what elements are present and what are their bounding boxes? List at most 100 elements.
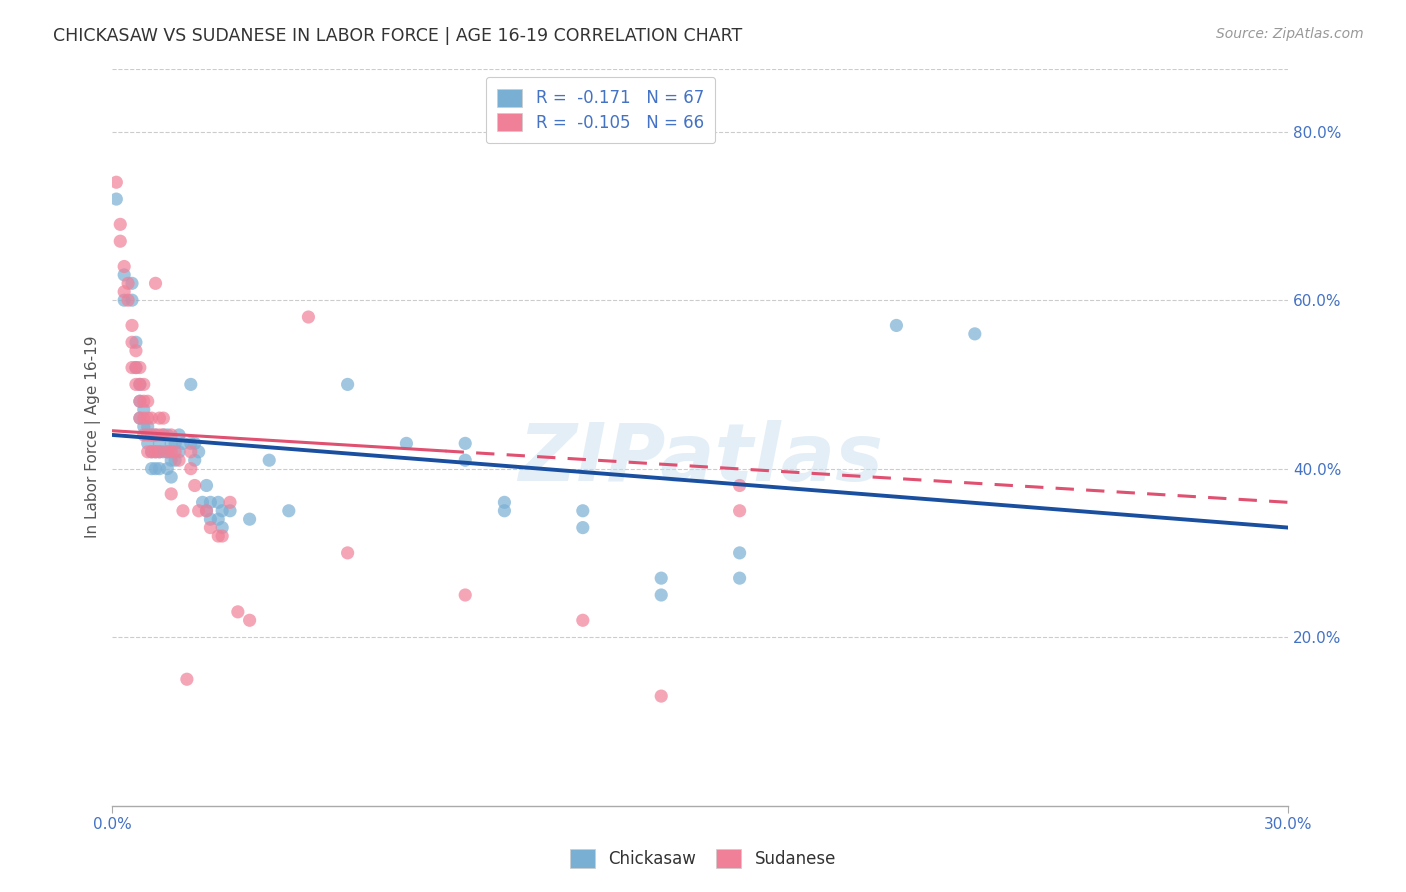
Point	[121, 360, 143, 375]
Point	[128, 411, 150, 425]
Point	[184, 436, 207, 450]
Point	[572, 520, 595, 534]
Point	[141, 428, 163, 442]
Point	[136, 445, 159, 459]
Point	[112, 268, 135, 282]
Point	[226, 605, 249, 619]
Point	[184, 453, 207, 467]
Point	[145, 445, 167, 459]
Point	[112, 293, 135, 308]
Point	[136, 411, 159, 425]
Point	[180, 461, 202, 475]
Text: Source: ZipAtlas.com: Source: ZipAtlas.com	[1216, 27, 1364, 41]
Point	[167, 453, 190, 467]
Point	[156, 428, 179, 442]
Y-axis label: In Labor Force | Age 16-19: In Labor Force | Age 16-19	[86, 335, 101, 538]
Point	[152, 428, 174, 442]
Point	[128, 411, 150, 425]
Point	[728, 478, 751, 492]
Point	[128, 394, 150, 409]
Point	[156, 461, 179, 475]
Point	[336, 546, 359, 560]
Point	[148, 428, 170, 442]
Point	[125, 360, 148, 375]
Point	[239, 613, 262, 627]
Point	[165, 445, 187, 459]
Point	[297, 310, 319, 324]
Point	[180, 436, 202, 450]
Point	[728, 504, 751, 518]
Point	[110, 218, 132, 232]
Point	[195, 504, 218, 518]
Point	[112, 260, 135, 274]
Point	[145, 277, 167, 291]
Point	[180, 377, 202, 392]
Point	[219, 495, 242, 509]
Point	[207, 529, 229, 543]
Point	[200, 512, 222, 526]
Point	[195, 504, 218, 518]
Point	[160, 428, 183, 442]
Point	[136, 394, 159, 409]
Point	[125, 360, 148, 375]
Point	[121, 277, 143, 291]
Point	[211, 520, 233, 534]
Point	[132, 377, 155, 392]
Point	[650, 571, 672, 585]
Point	[117, 293, 139, 308]
Point	[257, 453, 280, 467]
Point	[277, 504, 299, 518]
Point	[211, 504, 233, 518]
Text: ZIPatlas: ZIPatlas	[517, 420, 883, 498]
Point	[141, 445, 163, 459]
Point	[121, 293, 143, 308]
Point	[136, 428, 159, 442]
Point	[121, 335, 143, 350]
Point	[152, 428, 174, 442]
Legend: Chickasaw, Sudanese: Chickasaw, Sudanese	[564, 843, 842, 875]
Point	[141, 445, 163, 459]
Point	[148, 436, 170, 450]
Point	[184, 478, 207, 492]
Point	[172, 504, 194, 518]
Point	[105, 192, 128, 206]
Point	[145, 445, 167, 459]
Point	[132, 394, 155, 409]
Point	[454, 588, 477, 602]
Point	[117, 277, 139, 291]
Point	[494, 504, 516, 518]
Point	[128, 360, 150, 375]
Point	[728, 571, 751, 585]
Point	[650, 689, 672, 703]
Point	[148, 411, 170, 425]
Point	[128, 394, 150, 409]
Point	[886, 318, 908, 333]
Point	[454, 453, 477, 467]
Point	[128, 377, 150, 392]
Point	[187, 504, 209, 518]
Point	[160, 445, 183, 459]
Point	[165, 453, 187, 467]
Point	[167, 428, 190, 442]
Point	[200, 520, 222, 534]
Point	[200, 495, 222, 509]
Point	[148, 445, 170, 459]
Point	[141, 411, 163, 425]
Point	[112, 285, 135, 299]
Point	[125, 335, 148, 350]
Point	[136, 436, 159, 450]
Point	[211, 529, 233, 543]
Point	[141, 428, 163, 442]
Point	[125, 377, 148, 392]
Point	[219, 504, 242, 518]
Point	[454, 436, 477, 450]
Point	[239, 512, 262, 526]
Point	[125, 343, 148, 358]
Point	[572, 613, 595, 627]
Point	[160, 436, 183, 450]
Point	[145, 428, 167, 442]
Point	[132, 419, 155, 434]
Point	[572, 504, 595, 518]
Point	[141, 461, 163, 475]
Point	[136, 419, 159, 434]
